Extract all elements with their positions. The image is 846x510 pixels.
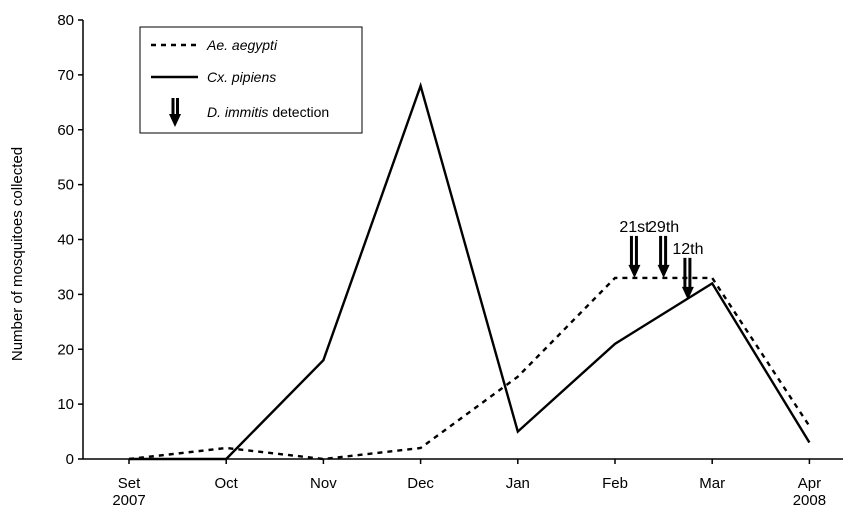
- x-tick-label-jan: Jan: [506, 475, 530, 492]
- x-tick-label-mar: Mar: [699, 475, 725, 492]
- detection-arrow-shaft-left-12th: [683, 257, 687, 288]
- y-tick-label-80: 80: [57, 12, 74, 29]
- detection-label-12th: 12th: [672, 241, 703, 258]
- series-lines: [128, 81, 811, 461]
- detection-arrow-shaft-right-12th: [688, 257, 692, 288]
- legend-arrow-icon: [169, 98, 181, 127]
- detection-arrow-shaft-right-29th: [664, 235, 668, 266]
- y-tick-label-20: 20: [57, 341, 74, 358]
- y-tick-label-10: 10: [57, 396, 74, 413]
- detection-arrow-head-12th: [681, 286, 694, 300]
- legend-label-cx-pipiens: Cx. pipiens: [207, 69, 276, 85]
- y-tick-label-70: 70: [57, 67, 74, 84]
- x-tick-label-nov: Nov: [310, 475, 337, 492]
- legend: Ae. aegypti Cx. pipiens D. immitis detec…: [139, 26, 363, 134]
- detection-arrow-shaft-right-21st: [634, 235, 638, 266]
- y-tick-label-60: 60: [57, 122, 74, 139]
- detection-arrow-icon-12th: [681, 257, 694, 300]
- legend-label-ae-aegypti: Ae. aegypti: [206, 37, 278, 53]
- y-tick-label-0: 0: [66, 451, 74, 468]
- x-tick-year-2008: 2008: [793, 492, 826, 509]
- x-tick-label-apr: Apr: [798, 475, 821, 492]
- x-tick-label-set: Set: [118, 475, 141, 492]
- y-tick-label-50: 50: [57, 177, 74, 194]
- detection-arrow-icon-21st: [628, 235, 641, 278]
- detection-arrow-icon-29th: [657, 235, 670, 278]
- detection-arrow-shaft-left-21st: [629, 235, 633, 266]
- series-line-ae-aegypti: [128, 276, 811, 461]
- y-axis: 0 10 20 30 40 50 60 70 80: [57, 12, 84, 468]
- detection-label-21st: 21st: [619, 219, 650, 236]
- series-line-cx-pipiens: [129, 81, 811, 461]
- detection-arrow-shaft-left-29th: [659, 235, 663, 266]
- detection-arrow-head-21st: [628, 264, 641, 278]
- y-tick-label-40: 40: [57, 232, 74, 249]
- x-tick-label-dec: Dec: [407, 475, 434, 492]
- x-tick-label-feb: Feb: [602, 475, 628, 492]
- x-tick-label-oct: Oct: [215, 475, 239, 492]
- legend-label-d-immitis-italic: D. immitis: [207, 104, 268, 120]
- legend-label-cx-pipiens-italic: Cx. pipiens: [207, 69, 276, 85]
- detection-label-29th: 29th: [648, 219, 679, 236]
- legend-label-d-immitis-rest: detection: [268, 104, 329, 120]
- y-tick-label-30: 30: [57, 286, 74, 303]
- legend-label-ae-aegypti-italic: Ae. aegypti: [206, 37, 278, 53]
- detection-arrow-head-29th: [657, 264, 670, 278]
- x-tick-year-2007: 2007: [112, 492, 145, 509]
- y-axis-title: Number of mosquitoes collected: [9, 147, 26, 361]
- legend-label-d-immitis: D. immitis detection: [207, 104, 329, 120]
